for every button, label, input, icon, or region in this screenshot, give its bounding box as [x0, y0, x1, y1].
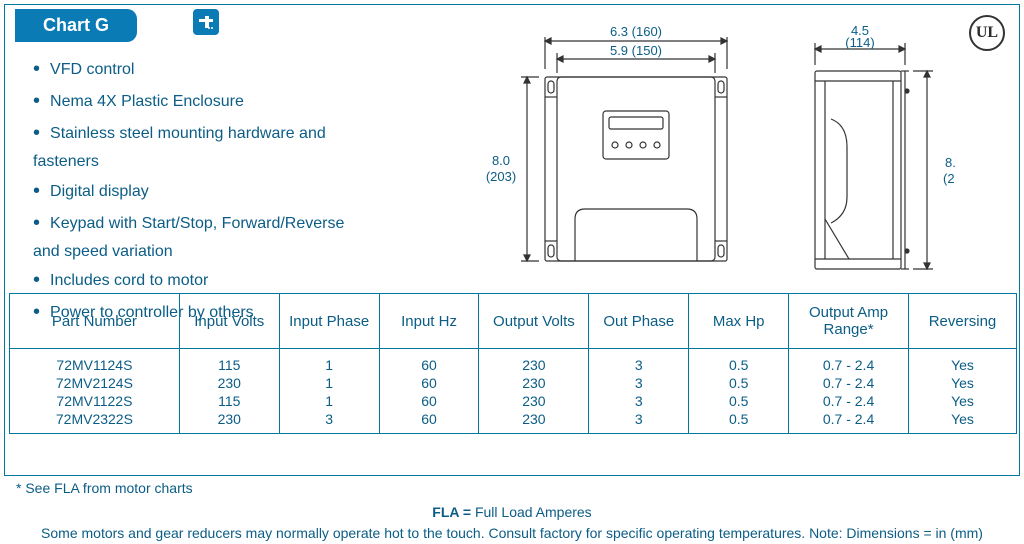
table-cell: 60 [379, 410, 479, 434]
table-row: 72MV1122S11516023030.50.7 - 2.4Yes [10, 392, 1017, 410]
table-header: Input Hz [379, 294, 479, 349]
table-cell: 0.5 [689, 410, 789, 434]
table-header: Max Hp [689, 294, 789, 349]
table-cell: 0.5 [689, 349, 789, 375]
dim-front-width-outer: 6.3 (160) [610, 24, 662, 39]
feature-item: VFD control [33, 53, 373, 85]
table-cell: Yes [908, 392, 1016, 410]
dim-side-depth-mm: (114) [845, 35, 874, 50]
dim-front-height: 8.0 [492, 153, 510, 168]
table-cell: 230 [479, 349, 589, 375]
table-cell: 115 [179, 392, 279, 410]
table-cell: 0.7 - 2.4 [789, 392, 909, 410]
table-cell: Yes [908, 410, 1016, 434]
table-footnote: * See FLA from motor charts [16, 480, 1020, 496]
feature-item: Digital display [33, 175, 373, 207]
table-row: 72MV1124S11516023030.50.7 - 2.4Yes [10, 349, 1017, 375]
table-cell: 0.7 - 2.4 [789, 410, 909, 434]
feature-list: VFD controlNema 4X Plastic EnclosureStai… [33, 53, 373, 328]
table-header: Out Phase [589, 294, 689, 349]
ul-certification-icon: UL [969, 15, 1005, 51]
table-cell: 230 [179, 374, 279, 392]
dim-side-height: 8.8 [945, 155, 955, 170]
feature-item: Stainless steel mounting hardware and fa… [33, 117, 373, 175]
table-cell: 72MV1124S [10, 349, 180, 375]
table-cell: 60 [379, 374, 479, 392]
dim-side-height-mm: (222) [943, 171, 955, 186]
table-cell: 1 [279, 392, 379, 410]
table-cell: 0.5 [689, 392, 789, 410]
table-cell: 3 [279, 410, 379, 434]
table-header: Reversing [908, 294, 1016, 349]
table-cell: 1 [279, 374, 379, 392]
table-cell: 230 [179, 410, 279, 434]
table-cell: 115 [179, 349, 279, 375]
table-cell: 72MV2124S [10, 374, 180, 392]
table-cell: 3 [589, 410, 689, 434]
table-cell: 0.5 [689, 374, 789, 392]
feature-item: Includes cord to motor [33, 264, 373, 296]
table-cell: 60 [379, 392, 479, 410]
table-cell: 230 [479, 392, 589, 410]
table-cell: 3 [589, 392, 689, 410]
table-header: Input Phase [279, 294, 379, 349]
table-row: 72MV2322S23036023030.50.7 - 2.4Yes [10, 410, 1017, 434]
table-cell: 230 [479, 374, 589, 392]
table-row: 72MV2124S23016023030.50.7 - 2.4Yes [10, 374, 1017, 392]
table-cell: 0.7 - 2.4 [789, 374, 909, 392]
spec-table: Part NumberInput VoltsInput PhaseInput H… [9, 293, 1017, 434]
bottom-notes: FLA = Full Load Amperes Some motors and … [4, 502, 1020, 544]
table-cell: 3 [589, 349, 689, 375]
table-header: Part Number [10, 294, 180, 349]
feature-item: Nema 4X Plastic Enclosure [33, 85, 373, 117]
table-cell: 72MV1122S [10, 392, 180, 410]
dimensional-drawings: 6.3 (160) 5.9 (150) 8.0 (203) [475, 19, 955, 279]
table-cell: Yes [908, 374, 1016, 392]
dim-front-width-inner: 5.9 (150) [610, 43, 662, 58]
chart-panel: Chart G UL VFD controlNema 4X Plastic En… [4, 4, 1020, 476]
chart-title: Chart G [15, 9, 137, 42]
table-cell: 1 [279, 349, 379, 375]
table-cell: 72MV2322S [10, 410, 180, 434]
table-header: Output Volts [479, 294, 589, 349]
table-header: Output Amp Range* [789, 294, 909, 349]
table-cell: 3 [589, 374, 689, 392]
table-header: Input Volts [179, 294, 279, 349]
table-cell: Yes [908, 349, 1016, 375]
dim-front-height-mm: (203) [486, 169, 516, 184]
feature-item: Keypad with Start/Stop, Forward/Reverse … [33, 207, 373, 265]
table-cell: 230 [479, 410, 589, 434]
washdown-icon [193, 9, 219, 35]
table-cell: 0.7 - 2.4 [789, 349, 909, 375]
table-cell: 60 [379, 349, 479, 375]
